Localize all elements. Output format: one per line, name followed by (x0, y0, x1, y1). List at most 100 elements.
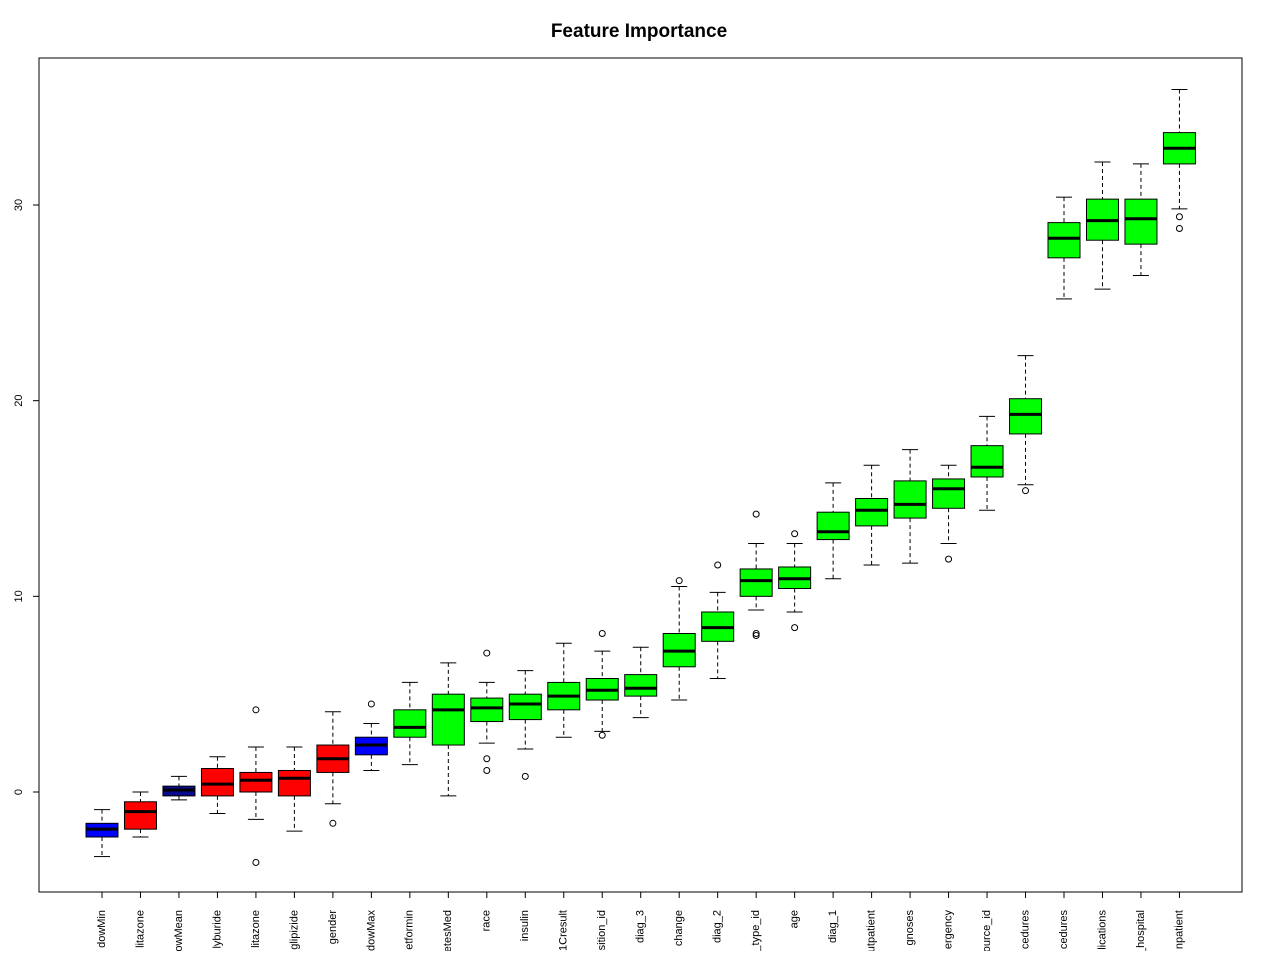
outlier-point (483, 649, 491, 657)
outlier-point (714, 561, 722, 569)
outlier-point (252, 706, 260, 714)
iqr-box (123, 801, 157, 830)
iqr-box (855, 498, 889, 527)
box-_type_id (739, 510, 773, 639)
box-_hospital (1124, 163, 1158, 276)
x-tick-label: gender (327, 910, 339, 945)
x-tick-label: litazone (134, 910, 146, 948)
box-glipizide (277, 746, 311, 832)
outlier-point (252, 858, 260, 866)
iqr-box (470, 697, 504, 723)
x-tick-label: 1Cresult (558, 910, 570, 951)
x-tick-label: cedures (1058, 910, 1070, 950)
iqr-box (816, 511, 850, 541)
x-tick-label: npatient (1173, 910, 1185, 949)
x-tick-label: dowMin (96, 910, 108, 948)
box-etesMed (431, 662, 465, 797)
x-tick-label: sition_id (596, 910, 608, 950)
outlier-point (598, 731, 606, 739)
box-ergency (932, 464, 966, 563)
x-tick-label: gnoses (904, 910, 916, 946)
x-tick-label: utpatient (866, 910, 878, 951)
box-litazone (123, 791, 157, 838)
y-axis: 0 10 20 30 (13, 199, 39, 795)
box-ource_id (970, 415, 1004, 511)
outlier-point (752, 510, 760, 518)
x-tick-label: glipizide (288, 910, 300, 950)
box-diag_2 (701, 561, 735, 680)
box-diag_1 (816, 482, 850, 580)
box-owMean (162, 775, 196, 801)
outlier-point (945, 555, 953, 563)
outlier-point (791, 530, 799, 538)
iqr-box (431, 693, 465, 746)
y-tick-label: 10 (13, 590, 25, 602)
box-1Cresult (547, 642, 581, 738)
x-tick-label: _hospital (1135, 910, 1147, 951)
box-age (778, 530, 812, 632)
x-axis: dowMin litazone owMean lyburide litazone glip… (96, 892, 1185, 955)
x-tick-label: age (789, 910, 801, 928)
box-dowMin (85, 809, 119, 858)
y-tick-label: 20 (13, 395, 25, 407)
box-gnoses (893, 449, 927, 564)
x-tick-label: change (673, 910, 685, 946)
boxplot-series (85, 89, 1196, 866)
y-tick-label: 30 (13, 199, 25, 211)
outlier-point (752, 631, 760, 639)
box-cedures (1009, 355, 1043, 495)
x-tick-label: ource_id (981, 910, 993, 951)
box-diag_3 (624, 646, 658, 719)
box-litazone (239, 706, 273, 866)
iqr-box (970, 445, 1004, 478)
outlier-point (791, 624, 799, 632)
x-tick-label: cedures (1019, 910, 1031, 950)
x-tick-label: owMean (173, 910, 185, 951)
x-tick-label: ergency (942, 910, 954, 950)
x-tick-label: lyburide (211, 910, 223, 949)
outlier-point (329, 819, 337, 827)
outlier-point (752, 630, 760, 638)
box-etformin (393, 681, 427, 766)
iqr-box (1124, 198, 1158, 245)
iqr-box (277, 769, 311, 797)
outlier-point (483, 766, 491, 774)
outlier-point (483, 755, 491, 763)
box-cedures (1047, 196, 1081, 300)
box-change (662, 577, 696, 701)
box-dowMax (354, 700, 388, 771)
iqr-box (508, 693, 542, 721)
box-gender (316, 711, 350, 827)
x-tick-label: diag_2 (712, 910, 724, 943)
box-race (470, 649, 504, 774)
iqr-box (200, 768, 234, 797)
x-tick-label: diag_1 (827, 910, 839, 943)
outlier-point (675, 577, 683, 585)
iqr-box (393, 709, 427, 738)
box-sition_id (585, 630, 619, 739)
outlier-point (1175, 213, 1183, 221)
iqr-box (239, 771, 273, 793)
x-tick-label: lications (1096, 910, 1108, 950)
iqr-box (1047, 222, 1081, 259)
outlier-point (367, 700, 375, 708)
box-lications (1085, 161, 1119, 290)
chart-title: Feature Importance (551, 21, 727, 42)
box-npatient (1162, 89, 1196, 232)
iqr-box (739, 568, 773, 597)
iqr-box (893, 480, 927, 519)
x-tick-label: race (481, 910, 493, 931)
iqr-box (624, 674, 658, 697)
plot-frame (38, 57, 1243, 893)
x-tick-label: etformin (404, 910, 416, 950)
iqr-box (932, 478, 966, 509)
y-tick-label: 0 (13, 789, 25, 795)
x-tick-label: insulin (519, 910, 531, 941)
iqr-box (1009, 398, 1043, 435)
box-utpatient (855, 464, 889, 566)
x-tick-label: _type_id (750, 910, 762, 951)
x-tick-label: etesMed (442, 910, 454, 951)
outlier-point (1175, 224, 1183, 232)
